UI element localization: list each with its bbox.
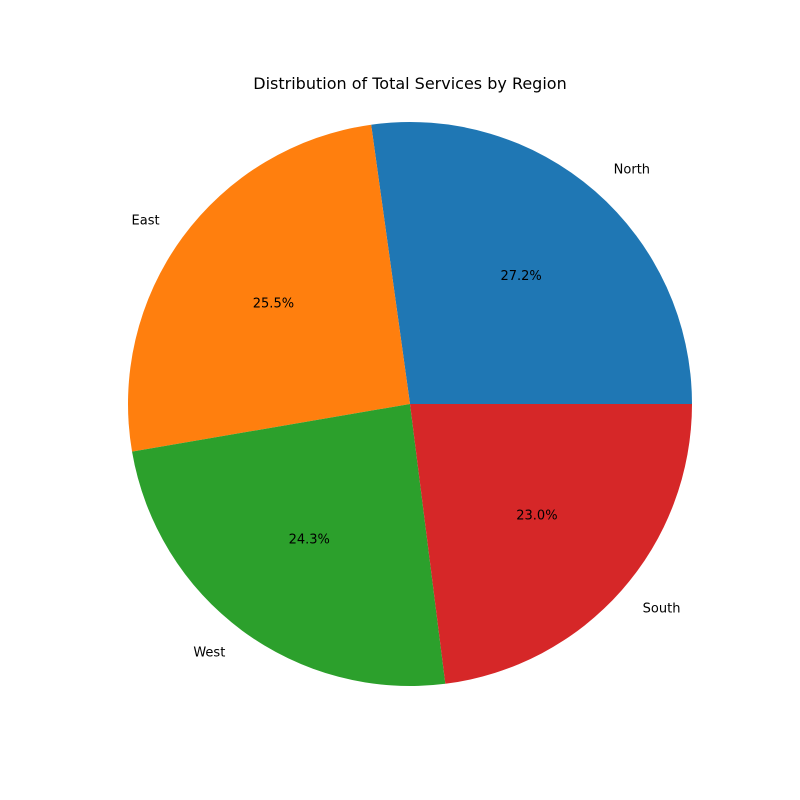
slice-label-west: West xyxy=(193,646,225,661)
pie-slices xyxy=(127,122,692,686)
pct-label-east: 25.5% xyxy=(253,297,294,312)
slice-label-north: North xyxy=(614,163,650,178)
chart-title: Distribution of Total Services by Region xyxy=(253,74,566,93)
pie-labels: North 27.2% East 25.5% West 24.3% South 23.0% xyxy=(132,163,681,661)
pct-label-west: 24.3% xyxy=(289,532,330,547)
slice-label-east: East xyxy=(132,213,160,228)
pie-slice-west xyxy=(132,404,446,686)
pie-slice-east xyxy=(127,124,410,452)
pct-label-south: 23.0% xyxy=(516,508,557,523)
pie-slice-north xyxy=(371,122,692,405)
pie-slice-south xyxy=(410,404,692,684)
pct-label-north: 27.2% xyxy=(500,269,541,284)
slice-label-south: South xyxy=(643,602,681,617)
